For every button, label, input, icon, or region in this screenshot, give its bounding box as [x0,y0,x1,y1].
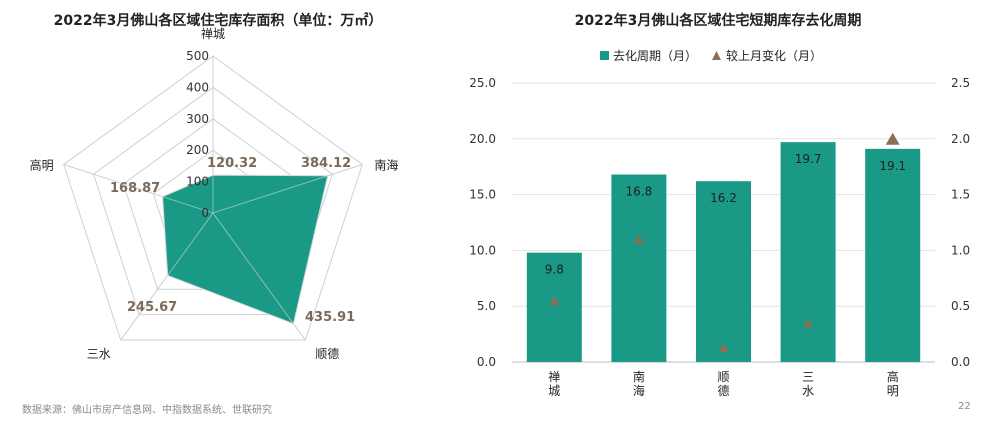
radar-axis-label: 顺德 [315,346,339,361]
bar-chart: 2022年3月佛山各区域住宅短期库存去化周期 去化周期（月） 较上月变化（月） … [469,12,970,398]
category-label: 高明 [887,369,899,398]
radar-series-polygon [162,174,329,325]
radar-inner-spoke [162,196,214,214]
radar-data-area [162,174,329,325]
radar-axis-label: 禅城 [201,27,225,41]
radar-inner-spoke [212,175,328,214]
left-axis-tick-label: 5.0 [477,299,496,313]
radar-chart-title: 2022年3月佛山各区域住宅库存面积（单位：万㎡） [54,12,383,29]
radar-tick-labels: 0 100 200 300 400 500 [186,49,209,220]
right-axis-tick-label: 1.0 [951,243,970,257]
radar-value-label: 384.12 [301,156,351,171]
change-marker [633,234,644,244]
change-marker [885,132,900,145]
category-label: 顺德 [717,370,729,398]
right-axis-tick-label: 0.0 [951,355,970,369]
bar [526,252,582,362]
bar-chart-legend: 去化周期（月） 较上月变化（月） [600,48,822,63]
radar-tick-label: 200 [186,143,209,157]
category-label: 三水 [802,370,814,398]
radar-axis-label: 高明 [30,157,54,172]
bar-chart-category-labels: 禅城 南海 顺德 三水 高明 [548,369,898,398]
left-axis-tick-label: 10.0 [469,243,496,257]
left-axis-tick-label: 25.0 [469,76,496,90]
radar-tick-label: 0 [201,206,209,220]
right-axis-tick-label: 0.5 [951,299,970,313]
radar-inner-spoke [167,212,214,276]
radar-chart: 2022年3月佛山各区域住宅库存面积（单位：万㎡） 0 100 200 300 400 5… [30,12,399,361]
bar-chart-right-axis-ticks: 0.0 0.5 1.0 1.5 2.0 2.5 [951,76,970,369]
bar-chart-markers [549,132,900,352]
category-label: 禅城 [548,370,560,398]
radar-value-label: 120.32 [207,156,257,171]
data-source-note: 数据来源：佛山市房产信息网、中指数据系统、世联研究 [22,405,272,416]
radar-tick-label: 100 [186,175,209,189]
legend-label-marker: 较上月变化（月） [726,48,822,63]
bar [611,174,667,362]
category-label: 南海 [633,369,645,398]
page-number: 22 [958,401,971,412]
bar-chart-left-axis-ticks: 0.0 5.0 10.0 15.0 20.0 25.0 [469,76,496,369]
bar-chart-bars: 9.8 16.8 16.2 19.7 19.1 [526,142,921,362]
right-axis-tick-label: 1.5 [951,188,970,202]
legend-swatch-marker [712,51,721,60]
bar [696,181,751,362]
radar-value-label: 245.67 [127,300,177,315]
change-marker [803,318,814,328]
radar-tick-label: 500 [186,49,209,63]
bar [865,148,921,362]
radar-value-label: 168.87 [110,181,160,196]
radar-value-label: 435.91 [305,310,355,325]
change-marker [718,342,729,352]
left-axis-tick-label: 15.0 [469,188,496,202]
left-axis-tick-label: 0.0 [477,355,496,369]
bar-value-label: 16.2 [710,191,737,205]
bar-value-label: 9.8 [545,263,564,277]
bar [780,142,836,362]
right-axis-tick-label: 2.5 [951,76,970,90]
bar-value-label: 16.8 [626,185,653,199]
radar-axis-label: 南海 [374,157,398,172]
radar-grid-ring [92,86,334,316]
legend-swatch-bar [600,51,609,60]
radar-inner-spoke [212,212,294,324]
radar-tick-label: 300 [186,112,209,126]
left-axis-tick-label: 20.0 [469,132,496,146]
bar-value-label: 19.1 [879,159,906,173]
bar-chart-title: 2022年3月佛山各区域住宅短期库存去化周期 [575,12,862,29]
bar-value-label: 19.7 [795,152,822,166]
right-axis-tick-label: 2.0 [951,132,970,146]
radar-tick-label: 400 [186,80,209,94]
radar-grid-ring [63,55,363,341]
change-marker [549,296,560,306]
radar-value-labels: 120.32 384.12 435.91 245.67 168.87 [110,156,355,325]
legend-label-bar: 去化周期（月） [613,49,697,63]
radar-axis-label: 三水 [87,347,111,361]
